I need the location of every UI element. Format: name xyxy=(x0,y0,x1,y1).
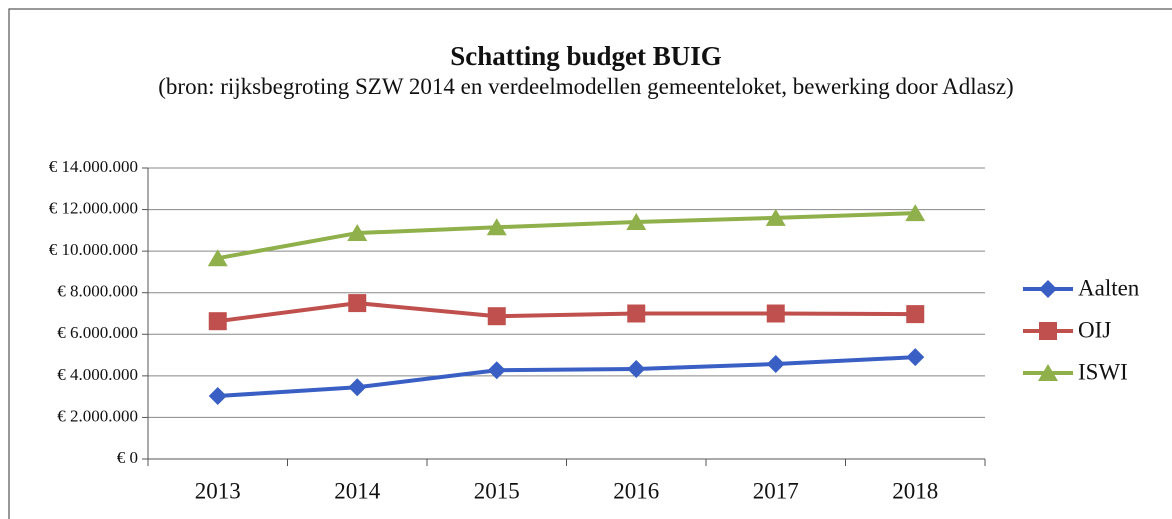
x-tick-label: 2018 xyxy=(892,478,938,503)
data-point xyxy=(765,208,786,226)
series-line xyxy=(217,355,916,399)
legend-label: ISWI xyxy=(1078,359,1128,384)
chart-frame xyxy=(8,8,1172,519)
data-point xyxy=(905,204,926,222)
data-point xyxy=(487,361,506,380)
x-tick-label: 2015 xyxy=(474,478,520,503)
data-point xyxy=(906,348,925,367)
x-tick-label: 2014 xyxy=(334,478,381,503)
x-tick-label: 2017 xyxy=(753,478,799,503)
chart-title: Schatting budget BUIG xyxy=(450,41,722,71)
y-tick-label: € 8.000.000 xyxy=(57,282,138,301)
data-point xyxy=(347,224,368,242)
data-point xyxy=(348,294,367,313)
y-tick-label: € 4.000.000 xyxy=(57,365,138,384)
data-point xyxy=(207,249,228,267)
y-tick-label: € 6.000.000 xyxy=(57,323,138,342)
y-tick-label: € 12.000.000 xyxy=(49,198,138,217)
data-point xyxy=(487,307,506,326)
data-point xyxy=(906,305,925,324)
legend-label: Aalten xyxy=(1078,275,1140,300)
legend-label: OIJ xyxy=(1078,317,1111,342)
x-tick-label: 2016 xyxy=(613,478,659,503)
series-line xyxy=(217,211,916,261)
y-tick-label: € 10.000.000 xyxy=(49,240,138,259)
data-point xyxy=(348,378,367,397)
legend-marker xyxy=(1038,364,1058,381)
y-tick-label: € 0 xyxy=(117,448,138,467)
data-point xyxy=(208,312,227,331)
y-tick-label: € 14.000.000 xyxy=(49,157,138,176)
x-tick-label: 2013 xyxy=(195,478,241,503)
legend-marker xyxy=(1039,280,1057,298)
y-tick-label: € 2.000.000 xyxy=(57,406,138,425)
data-point xyxy=(766,355,785,374)
data-point xyxy=(627,304,646,323)
legend-marker xyxy=(1039,322,1057,340)
chart-header: Schatting budget BUIG (bron: rijksbegrot… xyxy=(110,40,1062,101)
chart-subtitle: (bron: rijksbegroting SZW 2014 en verdee… xyxy=(158,74,1014,99)
data-point xyxy=(766,304,785,323)
series-line xyxy=(217,301,916,324)
data-point xyxy=(486,218,507,236)
data-point xyxy=(626,213,647,231)
data-point xyxy=(208,387,227,406)
data-point xyxy=(627,359,646,378)
